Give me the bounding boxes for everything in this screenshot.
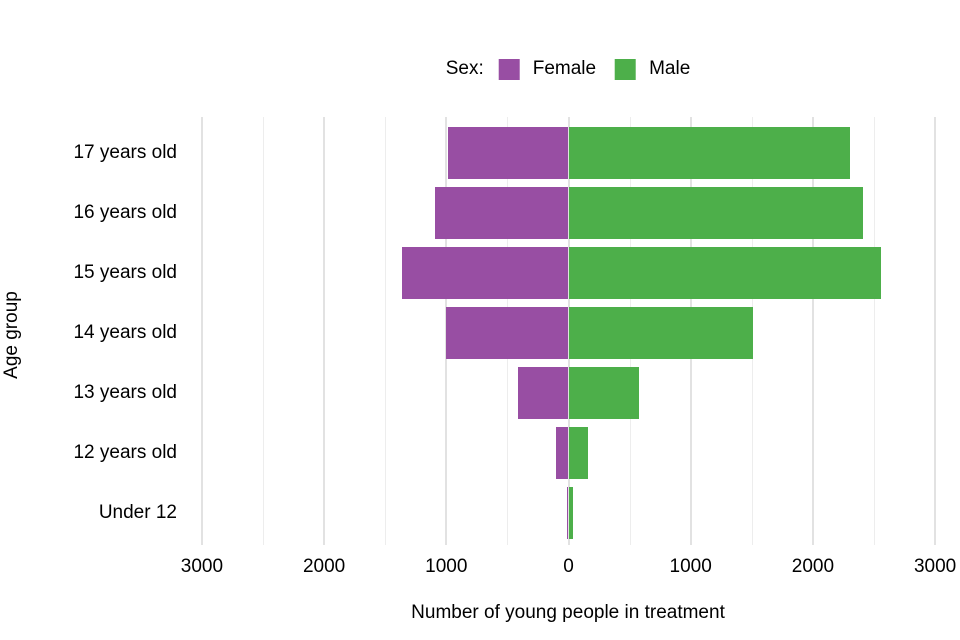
gridline-minor: [874, 117, 875, 545]
bar-female-17-years-old: [448, 127, 569, 179]
bar-male-under-12: [568, 487, 574, 539]
bar-male-12-years-old: [568, 427, 589, 479]
legend-label-female: Female: [532, 58, 597, 79]
bar-female-12-years-old: [556, 427, 569, 479]
gridline-major: [200, 117, 203, 545]
x-tick-label-2000: 2000: [302, 556, 346, 577]
y-tick-label-15-years-old: 15 years old: [73, 262, 177, 283]
gridline-minor: [385, 117, 387, 545]
x-tick-label-1000: 1000: [425, 556, 468, 577]
y-tick-label-16-years-old: 16 years old: [73, 202, 177, 223]
bar-female-13-years-old: [518, 367, 569, 419]
x-tick-label-0: 0: [563, 556, 574, 577]
chart-legend: Sex: Female Male: [445, 58, 691, 80]
bar-female-under-12: [566, 487, 569, 539]
legend-title: Sex:: [445, 58, 484, 79]
bar-male-17-years-old: [568, 127, 850, 179]
legend-label-male: Male: [649, 58, 691, 79]
y-tick-label-13-years-old: 13 years old: [73, 382, 177, 403]
bar-male-16-years-old: [568, 187, 863, 239]
bar-female-14-years-old: [446, 307, 569, 359]
y-tick-label-17-years-old: 17 years old: [73, 142, 177, 163]
legend-swatch-female-icon: [498, 58, 520, 80]
x-tick-label-2000: 2000: [791, 556, 835, 577]
gridline-major: [811, 117, 814, 545]
bar-male-14-years-old: [568, 307, 754, 359]
x-axis-title: Number of young people in treatment: [411, 602, 725, 623]
gridline-major: [934, 117, 937, 545]
y-tick-label-14-years-old: 14 years old: [73, 322, 177, 343]
legend-swatch-male-icon: [615, 58, 637, 80]
x-tick-label-3000: 3000: [913, 556, 957, 577]
bar-male-15-years-old: [568, 247, 882, 299]
y-tick-label-under-12: Under 12: [98, 502, 177, 523]
y-tick-label-12-years-old: 12 years old: [73, 442, 177, 463]
bar-male-13-years-old: [568, 367, 639, 419]
x-tick-label-1000: 1000: [669, 556, 712, 577]
bar-female-16-years-old: [435, 187, 569, 239]
gridline-major: [323, 117, 326, 545]
gridline-minor: [263, 117, 264, 545]
x-tick-label-3000: 3000: [180, 556, 224, 577]
bar-female-15-years-old: [402, 247, 569, 299]
